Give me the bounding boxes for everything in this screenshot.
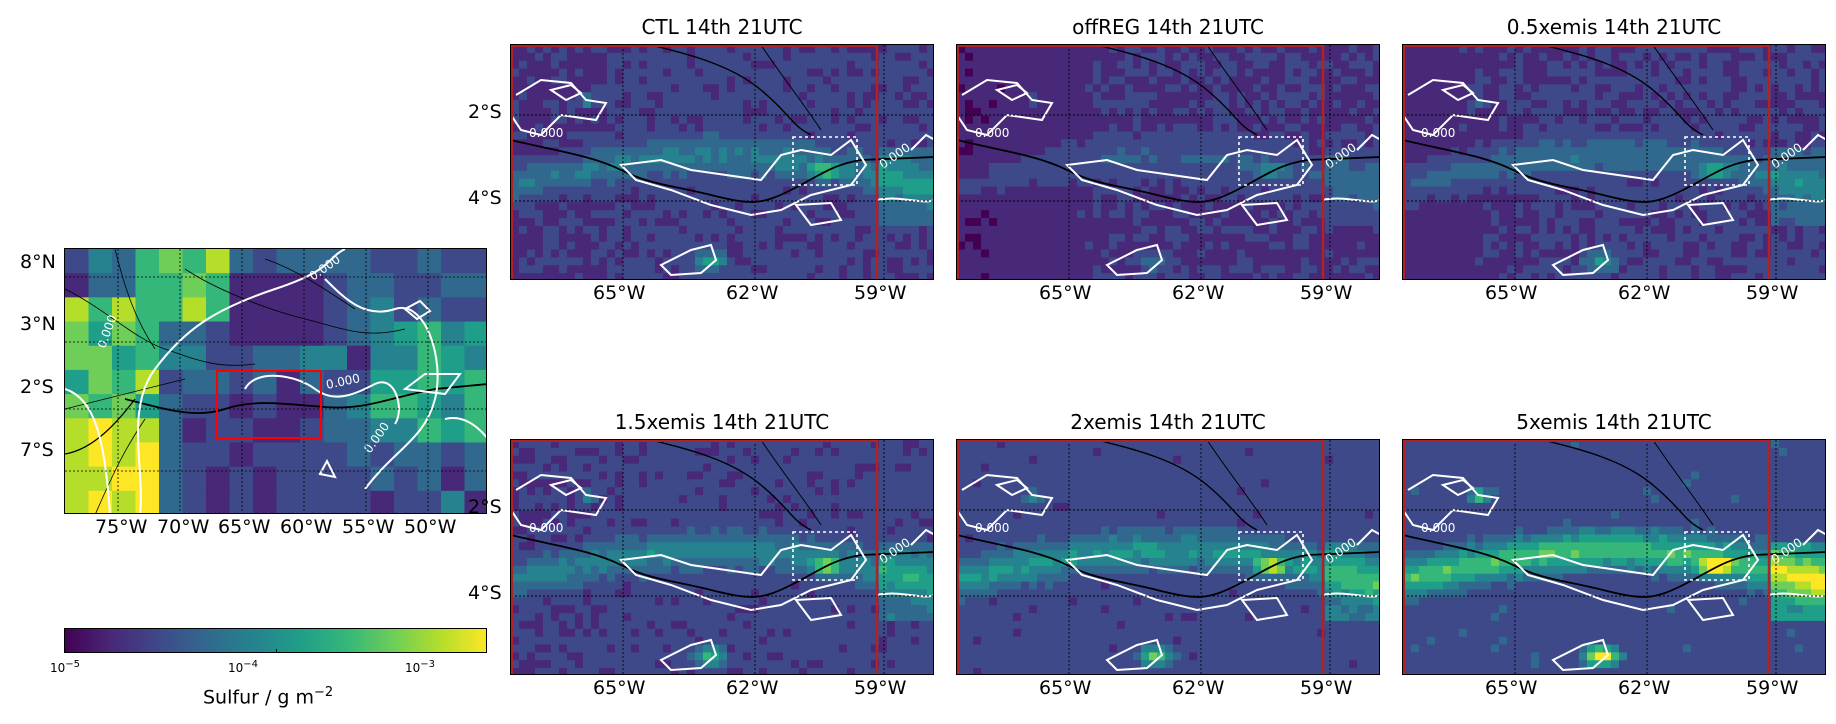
panel-lon-label: 62°W — [726, 282, 779, 304]
svg-text:0.000: 0.000 — [325, 371, 362, 392]
panel-lon-label: 62°W — [1618, 282, 1671, 304]
panel-lon-label: 65°W — [593, 677, 646, 699]
panel-lat-label: 2°S — [468, 101, 502, 123]
overview-lon-label: 75°W — [95, 516, 148, 538]
overview-lat-label: 7°S — [20, 439, 54, 461]
panel-title: 1.5xemis 14th 21UTC — [614, 410, 830, 434]
panel-title: 5xemis 14th 21UTC — [1516, 410, 1712, 434]
svg-text:0.000: 0.000 — [975, 126, 1009, 140]
sulfur-map-panel: 0.000 0.000 — [956, 44, 1380, 280]
sulfur-map-panel: 0.000 0.000 — [1402, 44, 1826, 280]
panel-lat-label: 4°S — [468, 582, 502, 604]
panel-title: offREG 14th 21UTC — [1072, 15, 1264, 39]
colorbar-tick-label: 10−4 — [228, 659, 259, 675]
sulfur-map-panel: 0.000 0.000 — [956, 439, 1380, 675]
panel-lon-label: 62°W — [1172, 677, 1225, 699]
colorbar-tick-label: 10−3 — [405, 659, 436, 675]
overview-lon-label: 50°W — [404, 516, 457, 538]
panel-title: 0.5xemis 14th 21UTC — [1506, 15, 1722, 39]
panel-lon-label: 59°W — [1746, 282, 1799, 304]
colorbar-label: Sulfur / g m−2 — [203, 685, 334, 709]
svg-text:0.000: 0.000 — [529, 126, 563, 140]
panel-lat-label: 4°S — [468, 187, 502, 209]
panel-lon-label: 65°W — [593, 282, 646, 304]
overview-lon-label: 70°W — [157, 516, 210, 538]
colorbar-tick-label: 10−5 — [50, 659, 81, 675]
panel-lon-label: 62°W — [1618, 677, 1671, 699]
overview-map: 0.000 0.000 0.000 0.000 — [64, 248, 487, 514]
panel-lon-label: 65°W — [1485, 282, 1538, 304]
colorbar — [64, 628, 487, 653]
overview-lon-label: 65°W — [218, 516, 271, 538]
panel-lon-label: 65°W — [1485, 677, 1538, 699]
panel-title: CTL 14th 21UTC — [641, 15, 803, 39]
overview-lat-label: 2°S — [20, 376, 54, 398]
panel-lon-label: 65°W — [1039, 677, 1092, 699]
panel-lon-label: 59°W — [854, 677, 907, 699]
panel-lon-label: 62°W — [726, 677, 779, 699]
panel-lon-label: 59°W — [1300, 677, 1353, 699]
panel-title: 2xemis 14th 21UTC — [1070, 410, 1266, 434]
panel-lon-label: 59°W — [1746, 677, 1799, 699]
panel-lon-label: 59°W — [854, 282, 907, 304]
panel-lon-label: 59°W — [1300, 282, 1353, 304]
overview-lon-label: 55°W — [342, 516, 395, 538]
panel-lon-label: 65°W — [1039, 282, 1092, 304]
overview-lat-label: 3°N — [20, 313, 56, 335]
sulfur-map-panel: 0.000 0.000 — [1402, 439, 1826, 675]
overview-lon-label: 60°W — [280, 516, 333, 538]
sulfur-map-panel: 0.000 0.000 — [510, 44, 934, 280]
sulfur-map-panel: 0.000 0.000 — [510, 439, 934, 675]
panel-lon-label: 62°W — [1172, 282, 1225, 304]
overview-lat-label: 8°N — [20, 251, 56, 273]
panel-lat-label: 2°S — [468, 496, 502, 518]
